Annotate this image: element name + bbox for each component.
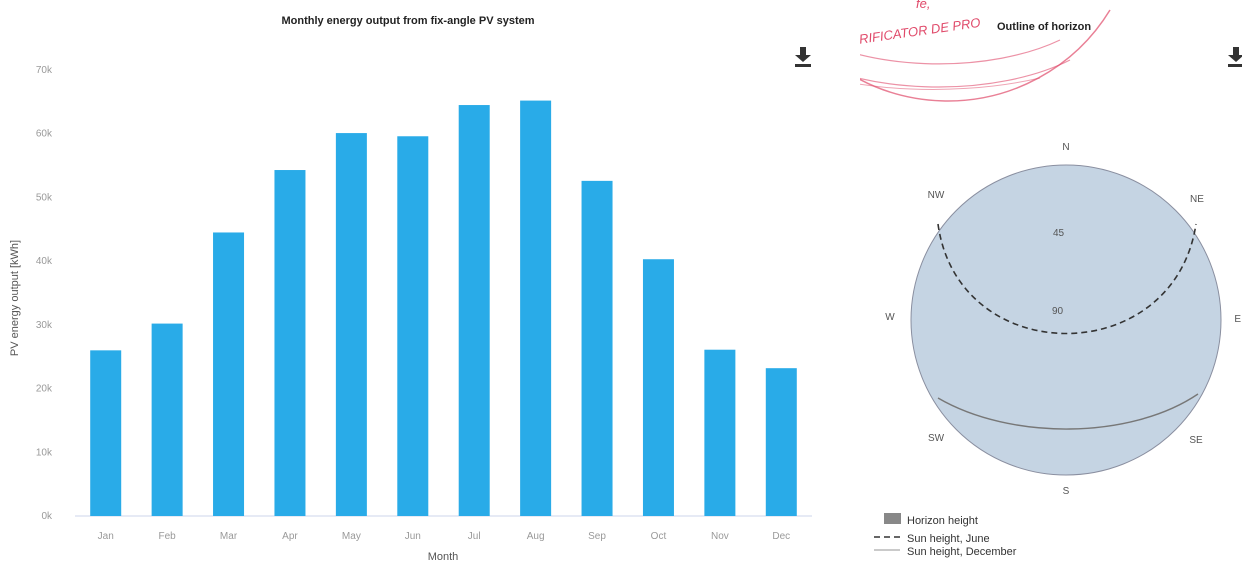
download-icon[interactable] [795, 47, 811, 67]
legend-swatch-horizon [884, 513, 901, 524]
compass-sw: SW [928, 433, 945, 444]
x-axis-label: Month [428, 551, 459, 563]
compass-s: S [1063, 486, 1070, 497]
x-tick-label: Mar [220, 531, 238, 542]
radial-label-90: 90 [1052, 306, 1064, 317]
x-tick-label: Dec [772, 531, 790, 542]
bar-sep[interactable] [581, 180, 613, 516]
download-icon[interactable] [1228, 47, 1242, 67]
bar-feb[interactable] [151, 323, 183, 516]
bar-jun[interactable] [397, 136, 429, 516]
legend: Horizon height Sun height, June Sun heig… [874, 513, 1017, 558]
stamp: R - VERIFICATOR DE PRO fe, [860, 0, 1111, 102]
x-tick-label: Aug [527, 531, 545, 542]
y-tick-label: 0k [41, 511, 53, 522]
bar-may[interactable] [335, 133, 367, 516]
bar-apr[interactable] [274, 170, 306, 516]
legend-sun-december: Sun height, December [907, 546, 1017, 558]
x-tick-label: Jul [468, 531, 481, 542]
sun-path-june [937, 223, 1197, 335]
horizon-title: Outline of horizon [997, 21, 1091, 33]
x-tick-label: Apr [282, 531, 298, 542]
x-tick-label: Jan [98, 531, 114, 542]
bar-jul[interactable] [458, 105, 490, 517]
y-tick-label: 40k [36, 256, 53, 267]
y-tick-label: 50k [36, 192, 53, 203]
compass-se: SE [1189, 435, 1203, 446]
bar-dec[interactable] [765, 368, 797, 516]
bar-aug[interactable] [520, 100, 552, 516]
y-axis-label: PV energy output [kWh] [9, 240, 21, 356]
stamp-text: R - VERIFICATOR DE PRO [860, 15, 981, 52]
radial-label-45: 45 [1053, 228, 1065, 239]
compass-nw: NW [928, 190, 945, 201]
x-tick-label: Nov [711, 531, 729, 542]
compass-e: E [1234, 314, 1241, 325]
legend-horizon-height: Horizon height [907, 515, 978, 527]
compass-w: W [885, 312, 895, 323]
y-tick-label: 70k [36, 65, 53, 76]
y-tick-label: 30k [36, 320, 53, 331]
compass-n: N [1062, 142, 1069, 153]
y-tick-label: 10k [36, 447, 53, 458]
legend-sun-june: Sun height, June [907, 533, 990, 545]
y-tick-label: 20k [36, 384, 53, 395]
x-tick-label: May [342, 531, 361, 542]
x-tick-label: Feb [159, 531, 177, 542]
x-tick-label: Oct [651, 531, 667, 542]
x-tick-label: Sep [588, 531, 606, 542]
chart-title: Monthly energy output from fix-angle PV … [281, 15, 534, 27]
compass-ne: NE [1190, 194, 1204, 205]
y-tick-label: 60k [36, 129, 53, 140]
sun-path-december [937, 393, 1199, 430]
bar-jan[interactable] [90, 350, 122, 516]
x-tick-label: Jun [405, 531, 421, 542]
bar-oct[interactable] [642, 259, 674, 516]
stamp-fragment: fe, [916, 0, 930, 11]
bar-chart: Monthly energy output from fix-angle PV … [9, 15, 812, 563]
horizon-disc [910, 164, 1222, 476]
horizon-chart: R - VERIFICATOR DE PRO fe, Outline of ho… [860, 0, 1242, 558]
bar-nov[interactable] [704, 349, 736, 516]
bar-mar[interactable] [213, 232, 245, 516]
